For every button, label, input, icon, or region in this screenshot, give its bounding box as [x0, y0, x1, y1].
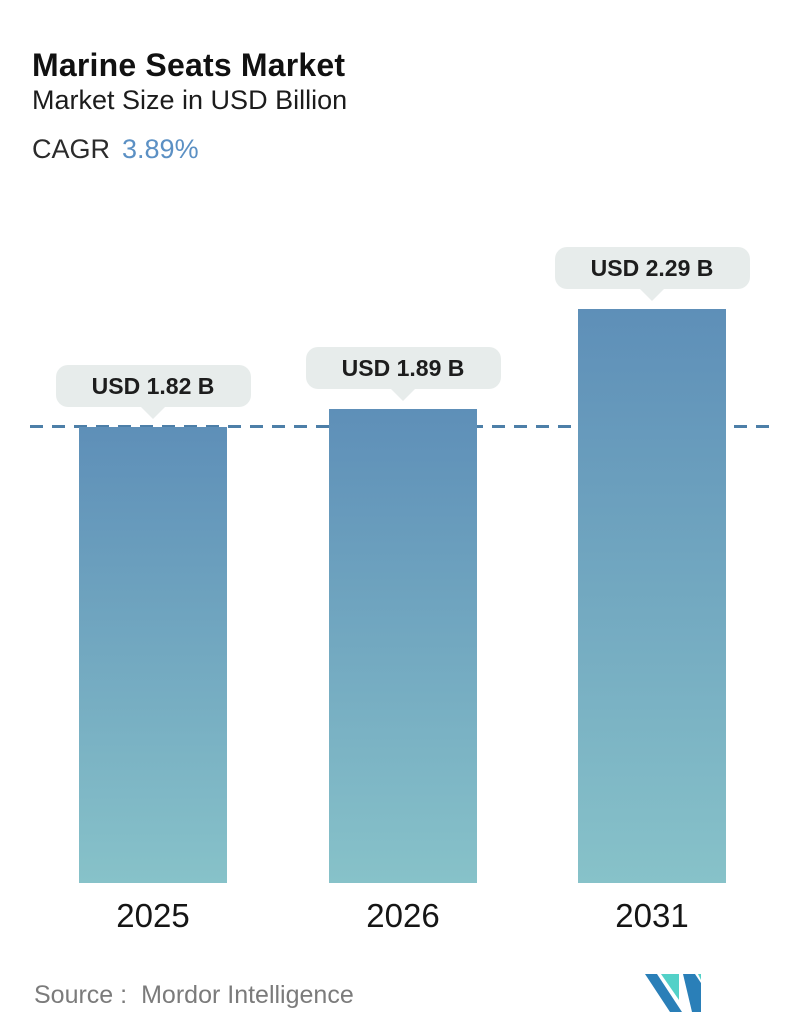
cagr-value: 3.89%	[122, 134, 199, 164]
logo-left-blue-band	[645, 974, 682, 1012]
cagr-row: CAGR 3.89%	[32, 134, 199, 165]
value-callout: USD 1.82 B	[55, 365, 251, 407]
logo-middle-teal-triangle	[661, 974, 679, 1000]
value-callout: USD 2.29 B	[554, 247, 750, 289]
bar-2025	[79, 427, 227, 883]
source-value: Mordor Intelligence	[141, 981, 354, 1009]
chart-subtitle: Market Size in USD Billion	[32, 85, 348, 115]
value-callout: USD 1.89 B	[305, 347, 501, 389]
x-axis-label: 2026	[366, 897, 440, 934]
logo-right-blue-band	[683, 974, 701, 1012]
page-title: Marine Seats Market	[32, 47, 346, 84]
cagr-label: CAGR	[32, 134, 111, 164]
source-attribution: Source : Mordor Intelligence	[34, 981, 354, 1010]
source-label: Source :	[34, 981, 128, 1009]
x-axis-label: 2025	[116, 897, 190, 934]
x-axis-label: 2031	[615, 897, 689, 934]
bar-2031	[578, 309, 726, 883]
logo-corner-teal-triangle	[698, 974, 701, 980]
mordor-intelligence-logo	[645, 974, 701, 1012]
bar-2026	[329, 409, 477, 883]
